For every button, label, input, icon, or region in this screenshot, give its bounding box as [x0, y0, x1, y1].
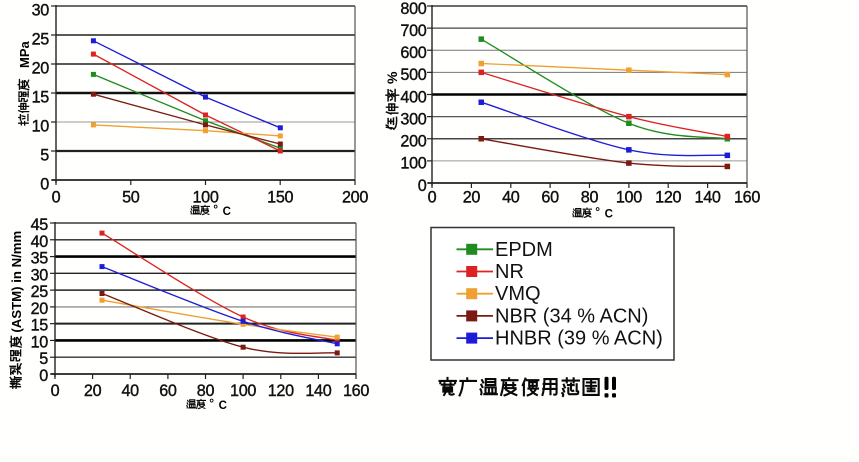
svg-text:140: 140	[695, 188, 721, 206]
svg-text:80: 80	[581, 188, 599, 206]
svg-text:80: 80	[197, 382, 215, 400]
svg-text:160: 160	[734, 188, 760, 206]
svg-text:40: 40	[121, 382, 139, 400]
svg-text:EPDM: EPDM	[495, 239, 553, 261]
svg-text:C: C	[605, 209, 613, 221]
svg-text:800: 800	[400, 0, 426, 18]
svg-text:0: 0	[39, 367, 48, 385]
svg-text:0: 0	[428, 188, 437, 206]
svg-text:20: 20	[84, 382, 102, 400]
svg-text:20: 20	[463, 188, 481, 206]
svg-text:300: 300	[400, 110, 426, 128]
svg-text:NBR (34 % ACN): NBR (34 % ACN)	[495, 305, 648, 327]
svg-text:15: 15	[32, 88, 50, 106]
svg-text:10: 10	[32, 117, 50, 135]
svg-text:160: 160	[343, 382, 369, 400]
svg-text:C: C	[219, 400, 227, 412]
svg-text:0: 0	[52, 188, 61, 206]
svg-text:25: 25	[31, 283, 49, 301]
svg-text:%: %	[384, 71, 400, 84]
svg-text:°: °	[213, 202, 218, 216]
svg-text:0: 0	[418, 177, 427, 195]
svg-text:MPa: MPa	[17, 41, 32, 69]
svg-text:200: 200	[342, 188, 368, 206]
svg-text:140: 140	[305, 382, 331, 400]
svg-text:60: 60	[541, 188, 559, 206]
svg-text:100: 100	[400, 155, 426, 173]
svg-text:C: C	[223, 206, 231, 218]
svg-text:°: °	[595, 205, 600, 219]
svg-text:30: 30	[32, 1, 50, 19]
svg-text:5: 5	[40, 146, 49, 164]
svg-text:60: 60	[159, 382, 177, 400]
svg-text:40: 40	[31, 233, 49, 251]
svg-text:120: 120	[655, 188, 681, 206]
svg-text:30: 30	[31, 266, 49, 284]
svg-text:0: 0	[51, 382, 60, 400]
svg-text:20: 20	[32, 59, 50, 77]
svg-text:5: 5	[39, 350, 48, 368]
svg-text:400: 400	[400, 88, 426, 106]
svg-text:25: 25	[32, 30, 50, 48]
svg-text:°: °	[209, 396, 214, 410]
svg-text:50: 50	[122, 188, 140, 206]
svg-text:45: 45	[31, 216, 49, 234]
svg-text:200: 200	[400, 133, 426, 151]
svg-text:15: 15	[31, 317, 49, 335]
svg-text:700: 700	[400, 22, 426, 40]
svg-text:(ASTM) in N/mm: (ASTM) in N/mm	[9, 231, 24, 333]
svg-text:35: 35	[31, 250, 49, 268]
svg-text:NR: NR	[495, 261, 524, 283]
svg-text:100: 100	[230, 382, 256, 400]
svg-text:600: 600	[400, 44, 426, 62]
svg-text:500: 500	[400, 66, 426, 84]
svg-text:120: 120	[268, 382, 294, 400]
svg-text:150: 150	[267, 188, 293, 206]
svg-text:100: 100	[192, 188, 218, 206]
svg-text:HNBR (39 % ACN): HNBR (39 % ACN)	[495, 328, 663, 350]
svg-text:20: 20	[31, 300, 49, 318]
svg-text:VMQ: VMQ	[495, 283, 541, 305]
svg-text:100: 100	[616, 188, 642, 206]
svg-text:40: 40	[502, 188, 520, 206]
svg-text:0: 0	[40, 175, 49, 193]
svg-text:10: 10	[31, 333, 49, 351]
